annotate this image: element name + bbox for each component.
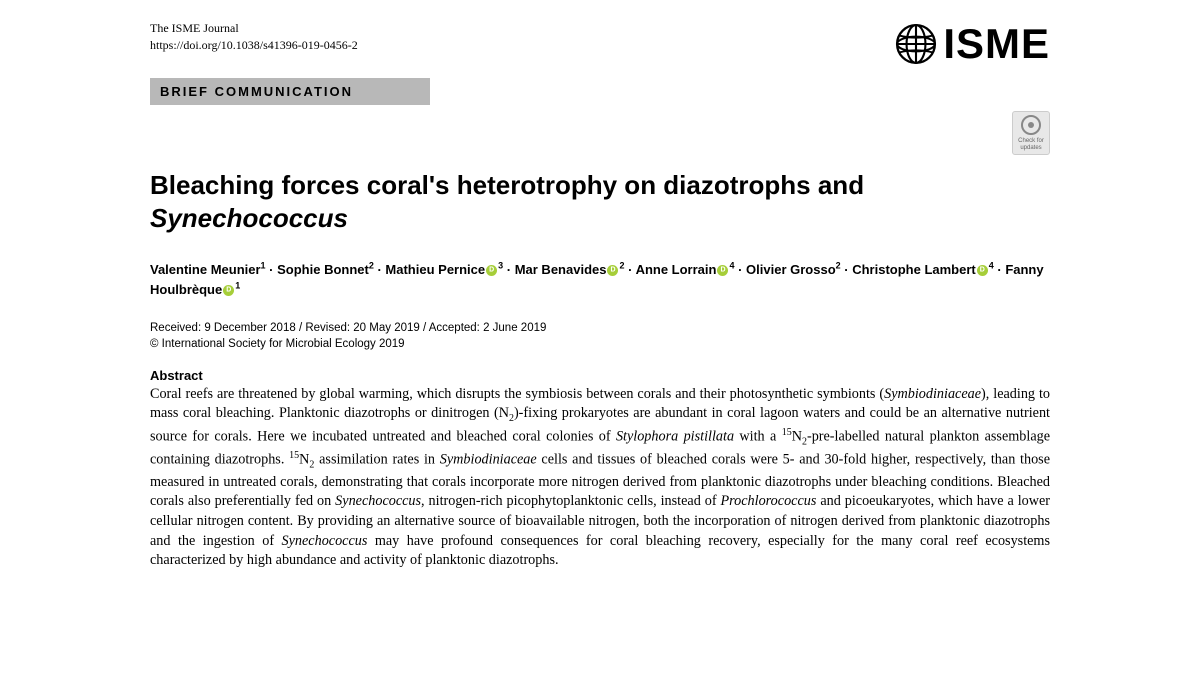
publication-dates: Received: 9 December 2018 / Revised: 20 … [150,320,1050,352]
received-date: Received: 9 December 2018 [150,322,296,334]
orcid-icon[interactable] [977,265,988,276]
orcid-icon[interactable] [607,265,618,276]
section-label: BRIEF COMMUNICATION [150,78,430,105]
orcid-icon[interactable] [486,265,497,276]
abstract-body: Coral reefs are threatened by global war… [150,385,1050,571]
author: Mar Benavides2 [515,262,625,277]
journal-name: The ISME Journal [150,20,358,37]
updates-row: Check for updates [150,111,1050,155]
orcid-icon[interactable] [717,265,728,276]
author: Olivier Grosso2 [746,262,841,277]
check-updates-badge[interactable]: Check for updates [1012,111,1050,155]
updates-line2: updates [1020,145,1041,152]
logo-text: ISME [943,20,1050,68]
title-line1: Bleaching forces coral's heterotrophy on… [150,170,864,200]
author: Mathieu Pernice3 [385,262,503,277]
journal-info: The ISME Journal https://doi.org/10.1038… [150,20,358,54]
accepted-date: Accepted: 2 June 2019 [429,322,547,334]
author-list: Valentine Meunier1 · Sophie Bonnet2 · Ma… [150,260,1050,300]
author: Christophe Lambert4 [852,262,994,277]
updates-line1: Check for [1018,138,1044,145]
globe-icon [895,23,937,65]
abstract-section: Abstract Coral reefs are threatened by g… [150,368,1050,571]
author: Sophie Bonnet2 [277,262,374,277]
header-row: The ISME Journal https://doi.org/10.1038… [150,20,1050,68]
updates-circle-icon [1021,115,1041,135]
revised-date: Revised: 20 May 2019 [305,322,419,334]
title-line2: Synechococcus [150,203,348,233]
orcid-icon[interactable] [223,285,234,296]
author: Anne Lorrain4 [636,262,735,277]
copyright: © International Society for Microbial Ec… [150,338,405,350]
abstract-heading: Abstract [150,368,1050,383]
article-title: Bleaching forces coral's heterotrophy on… [150,169,1050,234]
author: Valentine Meunier1 [150,262,266,277]
doi-link[interactable]: https://doi.org/10.1038/s41396-019-0456-… [150,38,358,52]
journal-logo: ISME [895,20,1050,68]
